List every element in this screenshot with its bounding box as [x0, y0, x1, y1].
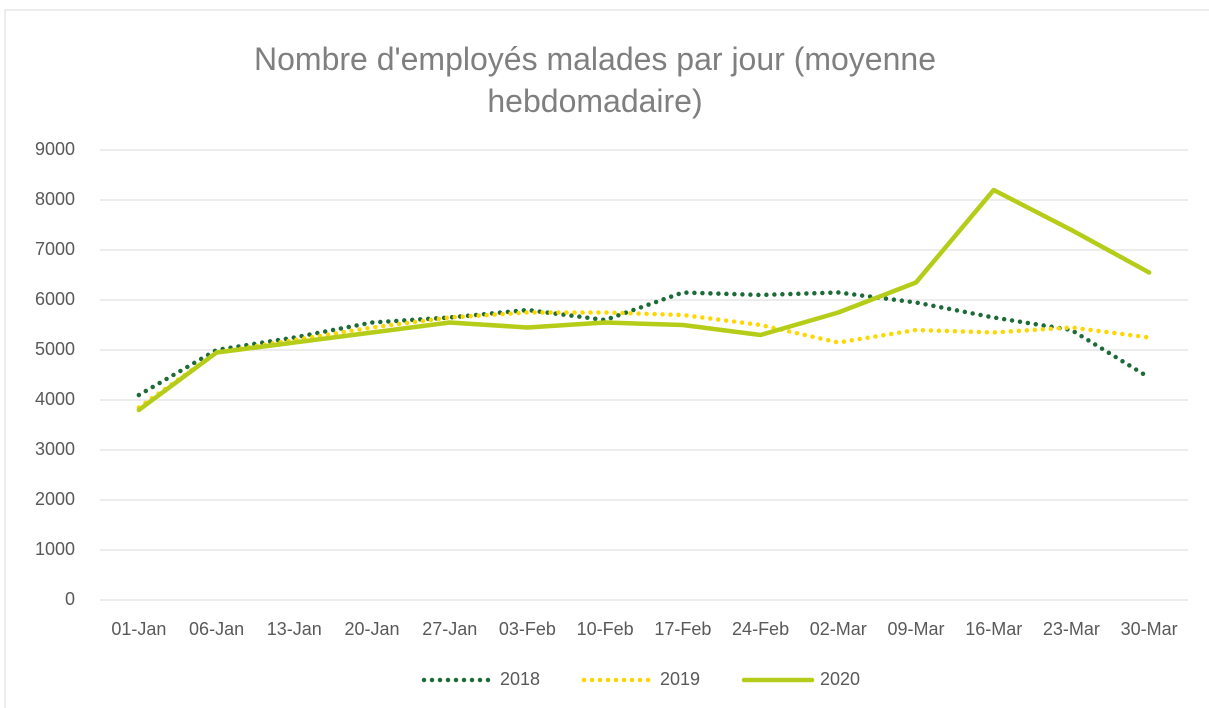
series-line [136, 310, 1152, 410]
x-tick-label: 24-Feb [732, 619, 789, 639]
legend-label: 2020 [820, 669, 860, 689]
series-line [136, 290, 1152, 398]
x-tick-label: 06-Jan [189, 619, 244, 639]
chart-title: Nombre d'employés malades par jour (moye… [254, 41, 936, 119]
x-tick-label: 03-Feb [499, 619, 556, 639]
legend-label: 2019 [660, 669, 700, 689]
y-tick-label: 4000 [35, 389, 75, 409]
x-tick-label: 01-Jan [111, 619, 166, 639]
y-tick-label: 7000 [35, 239, 75, 259]
x-tick-label: 20-Jan [344, 619, 399, 639]
y-tick-label: 3000 [35, 439, 75, 459]
y-tick-label: 9000 [35, 139, 75, 159]
y-tick-label: 1000 [35, 539, 75, 559]
x-tick-label: 13-Jan [267, 619, 322, 639]
x-tick-label: 23-Mar [1043, 619, 1100, 639]
x-tick-label: 27-Jan [422, 619, 477, 639]
y-tick-label: 5000 [35, 339, 75, 359]
y-tick-label: 6000 [35, 289, 75, 309]
x-tick-label: 16-Mar [965, 619, 1022, 639]
y-tick-label: 2000 [35, 489, 75, 509]
x-tick-label: 09-Mar [887, 619, 944, 639]
x-tick-label: 30-Mar [1121, 619, 1178, 639]
x-tick-label: 10-Feb [577, 619, 634, 639]
chart-border [4, 9, 1209, 708]
series-line [136, 187, 1152, 413]
x-tick-label: 17-Feb [654, 619, 711, 639]
y-tick-label: 8000 [35, 189, 75, 209]
y-tick-label: 0 [65, 589, 75, 609]
x-tick-label: 02-Mar [810, 619, 867, 639]
legend-label: 2018 [500, 669, 540, 689]
